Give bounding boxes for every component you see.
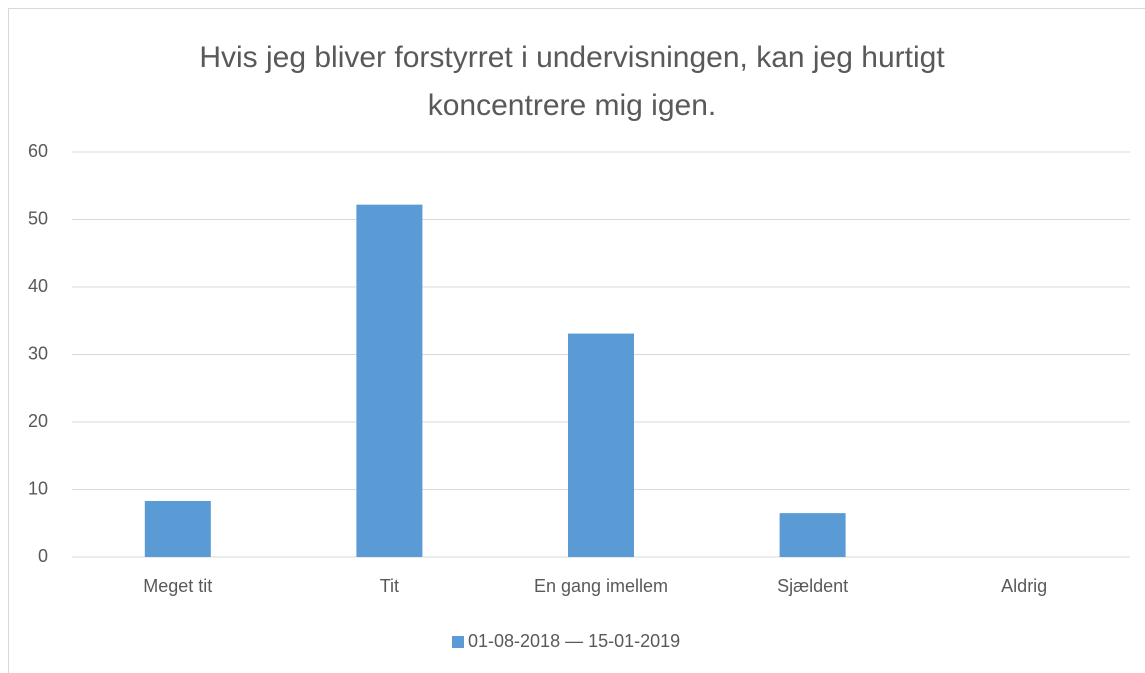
bar	[779, 513, 846, 557]
y-tick-label: 10	[28, 478, 48, 498]
y-tick-label: 0	[38, 546, 48, 566]
bar	[568, 333, 634, 557]
x-tick-label: En gang imellem	[534, 576, 668, 596]
y-tick-label: 30	[28, 343, 48, 363]
x-tick-label: Tit	[380, 576, 399, 596]
bar	[144, 500, 211, 557]
legend-label: 01-08-2018 — 15-01-2019	[468, 631, 680, 651]
chart-title: Hvis jeg bliver forstyrret i undervisnin…	[199, 41, 945, 122]
y-tick-label: 40	[28, 276, 48, 296]
x-tick-label: Sjældent	[777, 576, 848, 596]
chart-border	[8, 8, 1145, 673]
y-tick-label: 50	[28, 208, 48, 228]
y-tick-label: 60	[28, 141, 48, 161]
legend-swatch	[452, 636, 464, 648]
y-tick-label: 20	[28, 411, 48, 431]
x-tick-label: Aldrig	[1001, 576, 1047, 596]
x-tick-label: Meget tit	[143, 576, 212, 596]
bar	[356, 204, 423, 557]
